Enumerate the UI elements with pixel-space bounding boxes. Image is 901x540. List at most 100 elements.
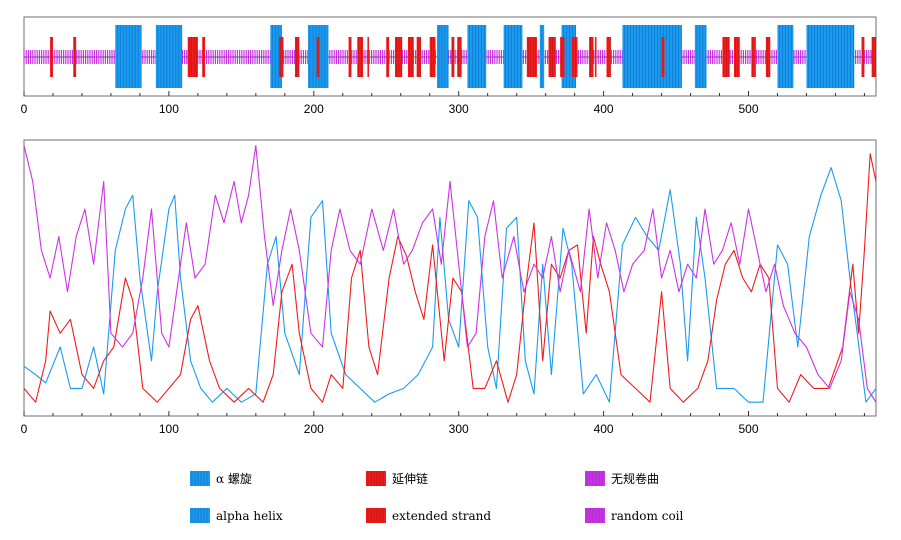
strand-segment xyxy=(348,37,352,77)
strand-segment xyxy=(279,37,284,77)
helix-segment xyxy=(694,25,707,88)
strand-block xyxy=(722,37,730,77)
strand-block xyxy=(429,37,436,77)
helix-segments xyxy=(115,25,855,88)
strand-segment xyxy=(589,37,594,77)
strand-segment xyxy=(451,37,455,77)
bottom-x-axis: 0 100 200 300 400 500 xyxy=(21,411,865,436)
top-tick-label: 500 xyxy=(738,102,758,116)
strand-block xyxy=(367,37,370,77)
helix-block xyxy=(436,25,449,88)
bottom-tick-label: 200 xyxy=(304,422,324,436)
legend-label: α 螺旋 xyxy=(216,472,252,486)
helix-segment xyxy=(467,25,487,88)
bottom-tick-label: 100 xyxy=(159,422,179,436)
strand-segment xyxy=(187,37,198,77)
strand-segment xyxy=(526,37,537,77)
strand-block xyxy=(765,37,771,77)
extended-strand-line xyxy=(24,153,876,403)
top-tick-label: 400 xyxy=(594,102,614,116)
strand-block xyxy=(560,37,565,77)
legend-item: α 螺旋 xyxy=(190,471,252,486)
strand-segments xyxy=(50,37,876,77)
helix-block xyxy=(155,25,182,88)
legend-item: 延伸链 xyxy=(366,471,428,486)
strand-segment xyxy=(722,37,730,77)
helix-block xyxy=(270,25,282,88)
legend-label: random coil xyxy=(611,509,684,523)
strand-block xyxy=(279,37,284,77)
helix-block xyxy=(467,25,487,88)
strand-segment xyxy=(429,37,436,77)
strand-block xyxy=(187,37,198,77)
strand-block xyxy=(734,37,740,77)
line-plot-panel: 0 100 200 300 400 500 xyxy=(21,139,877,436)
strand-segment xyxy=(871,37,876,77)
strand-block xyxy=(589,37,594,77)
strand-segment xyxy=(734,37,740,77)
helix-segment xyxy=(503,25,523,88)
strand-segment xyxy=(765,37,771,77)
strand-segment xyxy=(386,37,390,77)
strand-segment xyxy=(661,37,665,77)
bottom-tick-label: 300 xyxy=(449,422,469,436)
strand-segment xyxy=(560,37,565,77)
strand-block xyxy=(871,37,876,77)
legend-item: alpha helix xyxy=(190,508,283,523)
strand-block xyxy=(416,37,422,77)
strand-block xyxy=(548,37,556,77)
legend-item: 无规卷曲 xyxy=(585,471,659,486)
legend-label: extended strand xyxy=(392,509,491,523)
strand-block xyxy=(606,37,611,77)
strand-segment xyxy=(457,37,462,77)
helix-block xyxy=(694,25,707,88)
helix-block xyxy=(115,25,142,88)
helix-segment xyxy=(155,25,183,88)
helix-segment xyxy=(115,25,142,88)
helix-block xyxy=(503,25,523,88)
legend-item: extended strand xyxy=(366,508,491,523)
strand-segment xyxy=(571,37,578,77)
segment-bar-panel: 0 100 200 300 400 500 xyxy=(21,16,877,116)
strand-segment xyxy=(394,37,403,77)
strand-segment xyxy=(202,37,206,77)
alpha-helix-line xyxy=(24,167,876,403)
helix-segment xyxy=(622,25,682,88)
strand-block xyxy=(394,37,403,77)
strand-segment xyxy=(751,37,756,77)
top-x-axis: 0 100 200 300 400 500 xyxy=(21,91,865,116)
top-tick-label: 300 xyxy=(449,102,469,116)
helix-segment xyxy=(436,25,449,88)
legend-label: alpha helix xyxy=(216,509,283,523)
helix-block xyxy=(622,25,682,88)
helix-segment xyxy=(806,25,855,88)
helix-segment xyxy=(777,25,794,88)
legend-label: 无规卷曲 xyxy=(611,471,659,486)
strand-segment xyxy=(294,37,300,77)
strand-block xyxy=(457,37,462,77)
strand-block xyxy=(357,37,364,77)
strand-segment xyxy=(357,37,364,77)
strand-segment xyxy=(861,37,865,77)
top-tick-label: 100 xyxy=(159,102,179,116)
strand-segment xyxy=(416,37,422,77)
strand-block xyxy=(526,37,537,77)
top-tick-label: 200 xyxy=(304,102,324,116)
series-group xyxy=(24,144,876,403)
bottom-tick-label: 400 xyxy=(594,422,614,436)
strand-block xyxy=(294,37,300,77)
strand-segment xyxy=(367,37,370,77)
strand-segment xyxy=(316,37,320,77)
strand-block xyxy=(751,37,756,77)
bottom-tick-label: 500 xyxy=(738,422,758,436)
bottom-tick-label: 0 xyxy=(21,422,28,436)
strand-segment xyxy=(407,37,414,77)
top-tick-label: 0 xyxy=(21,102,28,116)
strand-block xyxy=(571,37,578,77)
strand-block xyxy=(594,37,597,77)
strand-segment xyxy=(73,37,77,77)
legend: α 螺旋 延伸链 无规卷曲 alpha helix extended strand ran… xyxy=(190,471,684,523)
strand-block xyxy=(407,37,414,77)
random-coil-line xyxy=(24,144,876,403)
